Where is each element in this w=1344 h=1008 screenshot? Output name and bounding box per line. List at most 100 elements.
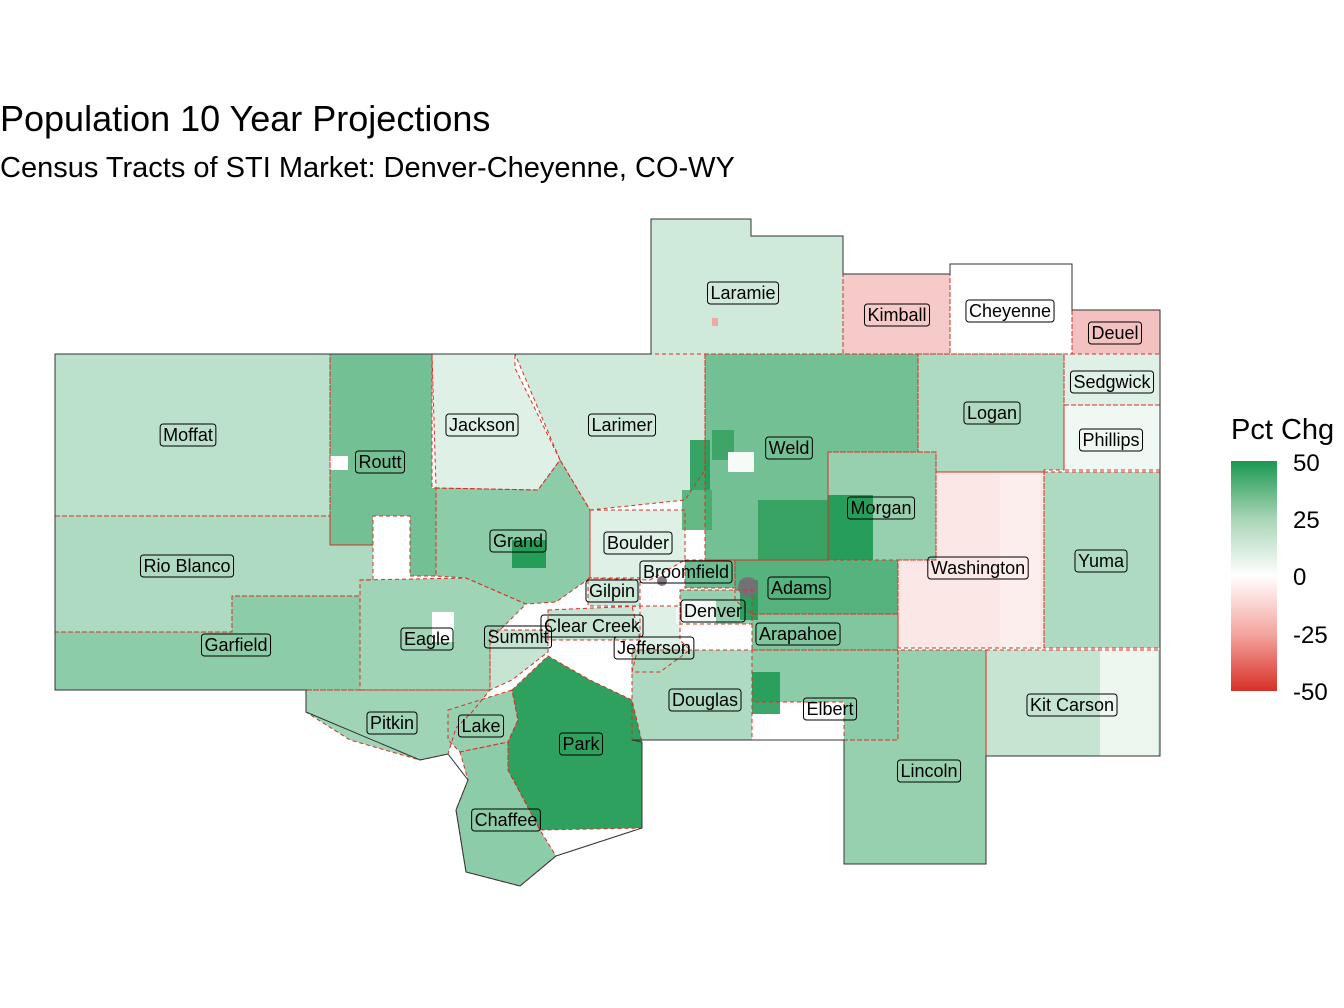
county-label-clear-creek: Clear Creek bbox=[540, 614, 644, 638]
county-label-box bbox=[489, 529, 547, 553]
county-label-text: Morgan bbox=[850, 498, 911, 518]
county-label-douglas: Douglas bbox=[668, 688, 742, 712]
county-shape-grand bbox=[436, 460, 590, 604]
county-shape-douglas bbox=[632, 650, 752, 740]
county-border-broomfield bbox=[684, 559, 736, 589]
county-shape-laramie bbox=[651, 219, 843, 354]
county-label-phillips: Phillips bbox=[1078, 428, 1144, 452]
county-label-denver: Denver bbox=[680, 599, 746, 623]
county-label-text: Clear Creek bbox=[544, 616, 641, 636]
county-label-box bbox=[896, 759, 962, 783]
county-shape-summit bbox=[490, 630, 548, 690]
county-label-adams: Adams bbox=[767, 576, 831, 600]
legend-tick-label: 25 bbox=[1293, 507, 1320, 534]
county-label-box bbox=[457, 714, 505, 738]
county-shape-lincoln bbox=[844, 650, 986, 864]
county-label-sedgwick: Sedgwick bbox=[1069, 370, 1155, 394]
county-shape-moffat bbox=[55, 354, 330, 516]
tract-patch bbox=[738, 577, 758, 597]
county-label-box bbox=[200, 633, 272, 657]
county-label-text: Boulder bbox=[607, 533, 669, 553]
county-label-garfield: Garfield bbox=[200, 633, 272, 657]
county-label-text: Routt bbox=[358, 452, 401, 472]
county-label-text: Summit bbox=[487, 627, 548, 647]
county-label-box bbox=[1074, 549, 1128, 573]
county-shape-chaffee bbox=[456, 742, 556, 886]
county-border-routt bbox=[329, 353, 437, 577]
county-shape-jackson bbox=[432, 354, 560, 490]
county-shape-sedgwick bbox=[1064, 354, 1160, 405]
county-shape-rio-blanco bbox=[55, 516, 373, 632]
county-label-summit: Summit bbox=[483, 625, 553, 649]
county-label-broomfield: Broomfield bbox=[639, 560, 733, 584]
county-label-text: Sedgwick bbox=[1073, 372, 1151, 392]
county-border-yuma bbox=[1043, 471, 1161, 649]
legend-tick-label: -25 bbox=[1293, 622, 1328, 649]
county-label-text: Jefferson bbox=[617, 638, 691, 658]
tract-patch bbox=[758, 500, 828, 560]
county-label-box bbox=[1026, 693, 1118, 717]
tract-patch bbox=[1000, 472, 1040, 648]
county-label-box bbox=[1069, 370, 1155, 394]
county-shape-pitkin bbox=[306, 690, 490, 760]
county-label-logan: Logan bbox=[963, 401, 1021, 425]
county-label-moffat: Moffat bbox=[159, 423, 217, 447]
county-shape-broomfield bbox=[685, 560, 735, 588]
legend-title: Pct Chg bbox=[1231, 414, 1335, 446]
county-label-routt: Routt bbox=[354, 450, 406, 474]
county-label-text: Elbert bbox=[806, 699, 853, 719]
county-label-washington: Washington bbox=[927, 556, 1029, 580]
county-label-text: Kimball bbox=[867, 305, 926, 325]
county-shape-yuma bbox=[1044, 472, 1160, 648]
county-label-text: Moffat bbox=[163, 425, 213, 445]
county-label-box bbox=[755, 622, 841, 646]
county-label-box bbox=[354, 450, 406, 474]
county-label-text: Rio Blanco bbox=[143, 556, 230, 576]
county-label-box bbox=[927, 556, 1029, 580]
county-borders bbox=[54, 218, 1161, 887]
county-label-laramie: Laramie bbox=[706, 281, 780, 305]
county-shape-gilpin bbox=[588, 578, 640, 606]
county-border-garfield bbox=[54, 595, 361, 691]
county-label-box bbox=[400, 627, 454, 651]
county-label-gilpin: Gilpin bbox=[585, 579, 639, 603]
legend-color-bar bbox=[1231, 461, 1277, 691]
county-label-box bbox=[680, 599, 746, 623]
county-label-box bbox=[802, 697, 858, 721]
county-label-text: Logan bbox=[967, 403, 1017, 423]
county-border-morgan bbox=[827, 451, 937, 561]
county-label-text: Denver bbox=[684, 601, 742, 621]
tract-patch bbox=[676, 600, 716, 624]
county-label-cheyenne: Cheyenne bbox=[965, 299, 1055, 323]
county-label-box bbox=[1078, 428, 1144, 452]
county-border-grand bbox=[435, 459, 591, 605]
county-shape-larimer bbox=[515, 354, 705, 510]
county-shape-garfield bbox=[55, 596, 360, 690]
county-label-box bbox=[366, 711, 418, 735]
county-label-text: Eagle bbox=[404, 629, 450, 649]
county-label-box bbox=[965, 299, 1055, 323]
county-label-box bbox=[159, 423, 217, 447]
county-label-kimball: Kimball bbox=[863, 303, 931, 327]
county-label-pitkin: Pitkin bbox=[366, 711, 418, 735]
county-label-larimer: Larimer bbox=[587, 413, 657, 437]
tract-patch bbox=[432, 612, 454, 642]
county-label-box bbox=[613, 636, 695, 660]
county-label-lincoln: Lincoln bbox=[896, 759, 962, 783]
county-label-box bbox=[963, 401, 1021, 425]
county-shape-cheyenne bbox=[950, 264, 1072, 354]
county-label-box bbox=[587, 413, 657, 437]
county-shape-logan bbox=[918, 354, 1064, 472]
county-shape-phillips bbox=[1064, 405, 1160, 470]
county-label-yuma: Yuma bbox=[1074, 549, 1128, 573]
legend-tick-label: -50 bbox=[1293, 679, 1328, 706]
tract-patch bbox=[728, 452, 754, 472]
county-label-box bbox=[639, 560, 733, 584]
county-label-text: Chaffee bbox=[475, 810, 538, 830]
county-label-text: Laramie bbox=[710, 283, 775, 303]
county-label-deuel: Deuel bbox=[1087, 321, 1143, 345]
county-label-text: Broomfield bbox=[643, 562, 729, 582]
tract-patch bbox=[712, 318, 718, 326]
county-label-jackson: Jackson bbox=[445, 413, 519, 437]
county-shape-kimball bbox=[843, 274, 950, 354]
